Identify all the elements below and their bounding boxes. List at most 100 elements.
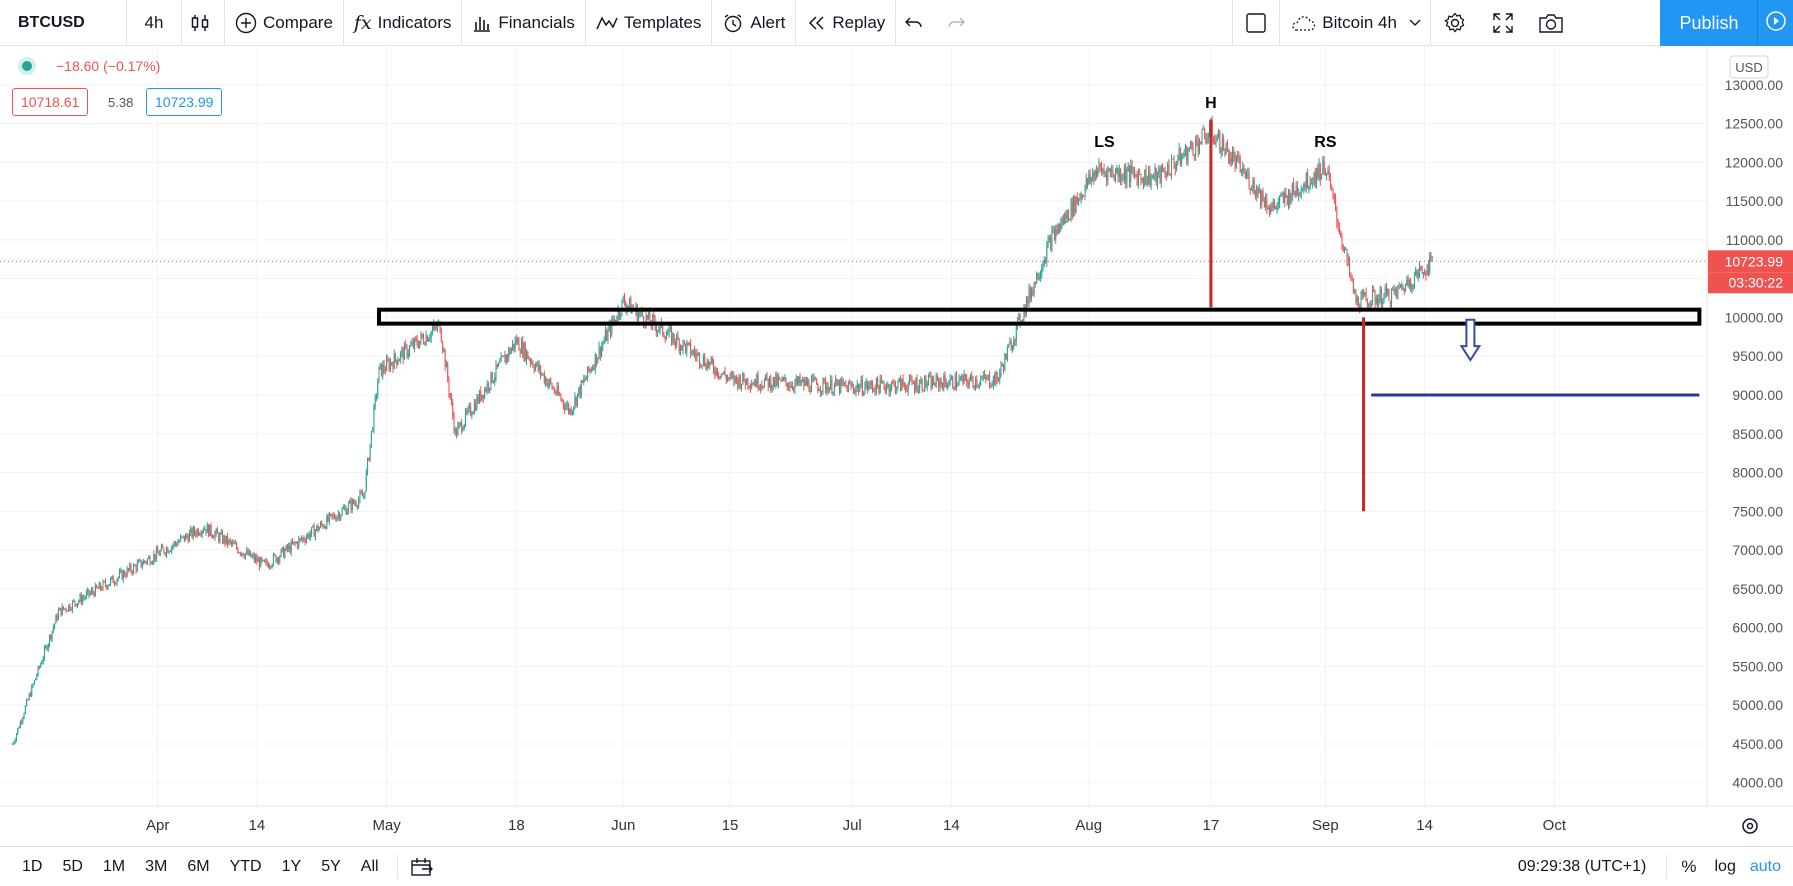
redo-button[interactable] (938, 0, 980, 46)
candle-body (505, 354, 507, 363)
candle-body (1280, 195, 1282, 197)
candle-body (833, 384, 835, 393)
layout-selector[interactable]: Bitcoin 4h (1280, 0, 1430, 46)
fullscreen-layout-button[interactable] (1233, 0, 1279, 46)
divider (181, 0, 182, 46)
publish-menu-button[interactable] (1757, 0, 1793, 46)
candle-body (915, 379, 917, 390)
range-1m[interactable]: 1M (102, 857, 126, 875)
range-ytd[interactable]: YTD (229, 857, 262, 875)
candle-body (896, 388, 898, 392)
candle-body (1137, 173, 1139, 185)
candle-body (362, 493, 364, 497)
range-5y[interactable]: 5Y (321, 857, 341, 875)
range-1d[interactable]: 1D (22, 857, 43, 875)
candle-body (892, 382, 894, 384)
time-tick-label: 18 (508, 817, 525, 834)
candle-body (51, 631, 53, 640)
compare-button[interactable]: Compare (225, 0, 343, 46)
price-chart[interactable]: LS H RS 13000.00 12500.00 12000.00 11500.00 11… (0, 46, 1793, 846)
candle-body (531, 361, 533, 363)
candle-body (648, 311, 650, 319)
candle-body (578, 387, 580, 394)
candle-body (775, 374, 777, 386)
candle-body (853, 385, 855, 390)
publish-button[interactable]: Publish (1660, 0, 1758, 46)
candle-body (972, 378, 974, 386)
candle-body (953, 387, 955, 390)
candle-body (854, 389, 856, 393)
candle-body (940, 381, 942, 384)
range-5d[interactable]: 5D (62, 857, 83, 875)
candle-body (108, 584, 110, 586)
date-range-icon[interactable] (410, 857, 434, 877)
candle-body (729, 374, 731, 378)
candle-body (1323, 160, 1325, 171)
candle-body (922, 389, 924, 391)
candle-body (677, 335, 679, 340)
interval-selector[interactable]: 4h (144, 12, 164, 32)
log-scale-toggle[interactable]: log (1714, 857, 1736, 875)
settings-button[interactable] (1431, 0, 1479, 46)
candle-body (767, 378, 769, 388)
symbol-search[interactable]: BTCUSD (18, 13, 85, 31)
candle-body (1190, 142, 1192, 148)
candle-body (1132, 170, 1134, 172)
candle-body (154, 553, 156, 560)
candle-body (325, 526, 327, 529)
candle-body (841, 379, 843, 384)
indicators-button[interactable]: fx Indicators (344, 0, 461, 46)
candle-body (476, 396, 478, 410)
range-6m[interactable]: 6M (187, 857, 210, 875)
time-axis[interactable]: Apr 14 May 18 Jun 15 Jul 14 Aug 17 Sep 14 Oct (0, 805, 1793, 846)
candle-body (435, 326, 437, 329)
candle-body (968, 380, 970, 387)
candle-body (1330, 177, 1332, 187)
candle-body (952, 376, 954, 388)
candle-body (529, 359, 531, 363)
candle-body (765, 374, 767, 381)
left-shoulder-label: LS (1094, 134, 1115, 151)
candle-body (247, 550, 249, 556)
candle-body (1309, 182, 1311, 188)
bid-price[interactable]: 10718.61 (12, 88, 89, 116)
ask-price[interactable]: 10723.99 (146, 88, 223, 116)
candle-body (303, 537, 305, 541)
alert-button[interactable]: Alert (712, 0, 795, 46)
candle-body (1229, 157, 1231, 164)
undo-icon (904, 15, 924, 31)
range-3m[interactable]: 3M (145, 857, 168, 875)
replay-button[interactable]: Replay (796, 0, 895, 46)
time-tick-label: Aug (1075, 817, 1102, 834)
candle-body (494, 377, 496, 382)
percent-scale-toggle[interactable]: % (1681, 856, 1697, 876)
candle-body (340, 515, 342, 520)
screenshot-button[interactable] (1527, 0, 1575, 46)
price-axis[interactable]: 13000.00 12500.00 12000.00 11500.00 11000.00… (1706, 46, 1793, 806)
clock-timezone[interactable]: 09:29:38 (UTC+1) (1517, 857, 1647, 875)
candlestick-series (12, 115, 1433, 746)
candle-body (251, 555, 253, 557)
chart-drawings[interactable]: LS H RS (0, 95, 1707, 512)
candle-body (668, 328, 670, 334)
range-1y[interactable]: 1Y (281, 857, 302, 875)
candle-body (453, 415, 455, 432)
fullscreen-button[interactable] (1479, 0, 1527, 46)
candle-body (715, 368, 717, 375)
candle-body (78, 600, 80, 604)
chart-type-button[interactable] (182, 0, 224, 46)
financials-button[interactable]: Financials (462, 0, 585, 46)
templates-button[interactable]: Templates (586, 0, 711, 46)
range-all[interactable]: All (360, 857, 379, 875)
candle-body (417, 344, 419, 348)
candle-body (414, 337, 416, 348)
candle-body (868, 385, 870, 390)
candle-body (671, 328, 673, 344)
undo-button[interactable] (896, 0, 938, 46)
candle-body (797, 377, 799, 384)
candle-body (230, 541, 232, 544)
auto-scale-toggle[interactable]: auto (1749, 857, 1781, 875)
candle-body (374, 396, 376, 406)
candle-body (349, 500, 351, 504)
candle-body (1366, 298, 1368, 306)
